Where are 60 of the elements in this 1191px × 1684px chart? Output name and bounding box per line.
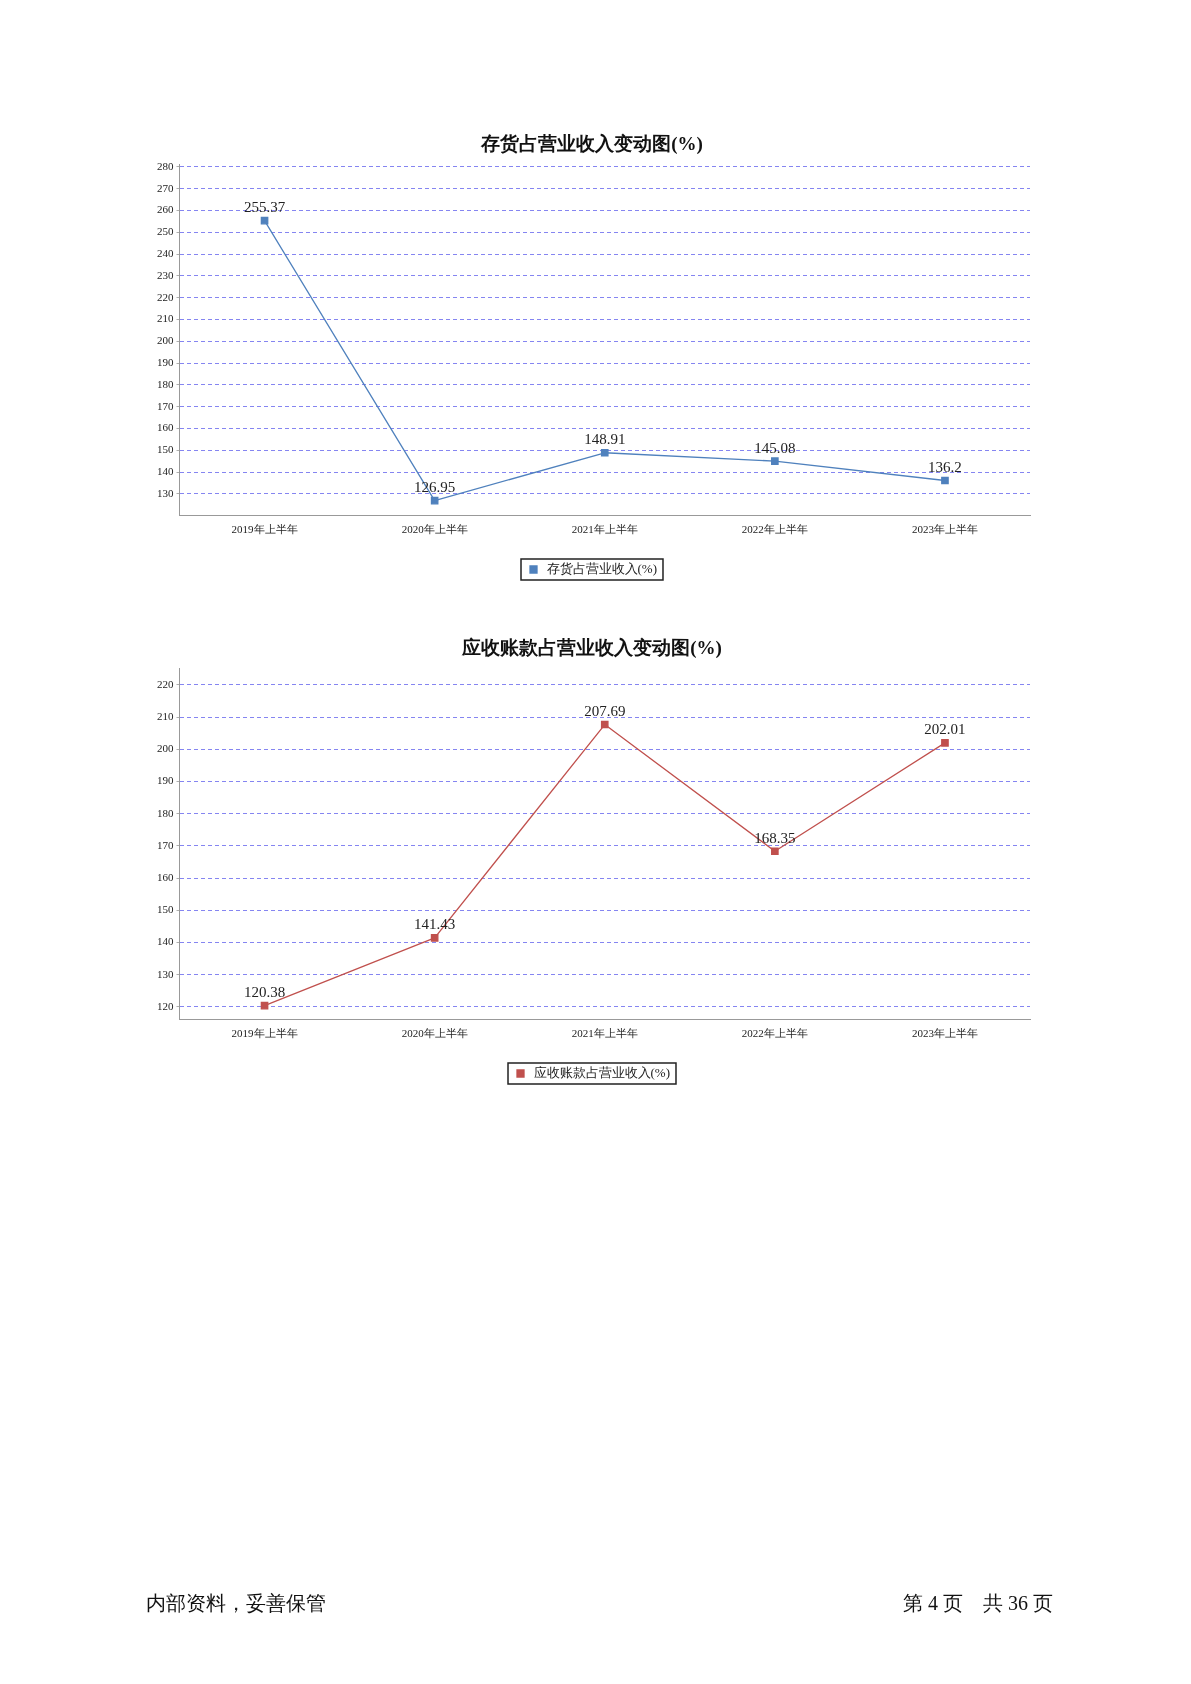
chart-title: 应收账款占营业收入变动图(%) [461,637,722,660]
y-tick-label: 210 [157,312,174,325]
y-tick-label: 250 [157,225,174,238]
y-tick-label: 210 [157,709,174,722]
data-label: 120.38 [243,984,286,1001]
y-tick-label: 220 [157,290,174,303]
y-tick-label: 150 [157,903,174,916]
x-tick-label: 2023年上半年 [911,523,978,536]
data-label: 255.37 [243,199,286,216]
point [941,739,949,747]
x-tick-label: 2020年上半年 [401,1027,468,1040]
chart-title: 存货占营业收入变动图(%) [480,133,703,156]
x-tick-label: 2019年上半年 [231,1027,298,1040]
point [260,216,269,225]
y-tick-label: 130 [157,967,174,980]
point [771,847,779,856]
point [260,1001,269,1010]
y-tick-label: 160 [157,871,174,883]
data-label: 148.91 [584,431,626,448]
y-tick-label: 140 [157,465,174,478]
data-label: 207.69 [584,702,626,719]
point [430,934,439,942]
x-tick-label: 2021年上半年 [571,523,638,536]
point [600,720,609,729]
legend-label: 应收账款占营业收入(%) [533,1064,671,1080]
data-label: 168.35 [754,829,796,846]
x-tick-label: 2023年上半年 [911,1027,978,1040]
text: 第 4 页 共 36 页 [903,1591,1053,1616]
legend-label: 存货占营业收入(%) [546,560,658,576]
data-label: 202.01 [924,721,966,738]
point [941,476,949,485]
y-tick-label: 200 [157,334,174,347]
y-tick-label: 130 [157,486,174,499]
y-tick-label: 230 [157,268,174,281]
x-tick-label: 2022年上半年 [741,1027,808,1040]
y-tick-label: 160 [157,421,174,434]
y-tick-label: 140 [157,935,174,948]
y-tick-label: 240 [157,247,174,260]
x-tick-label: 2020年上半年 [401,523,468,536]
data-label: 145.08 [754,439,796,456]
y-tick-label: 200 [157,742,174,755]
y-tick-label: 270 [157,181,174,194]
y-tick-label: 280 [157,159,174,172]
y-tick-label: 170 [157,399,174,412]
y-tick-label: 120 [157,999,174,1012]
text: 内部资料，妥善保管 [146,1591,326,1616]
x-tick-label: 2021年上半年 [571,1027,638,1040]
data-label: 136.2 [928,458,962,475]
y-tick-label: 170 [157,838,174,851]
y-tick-label: 180 [157,806,174,819]
point [600,448,609,457]
x-tick-label: 2022年上半年 [741,523,808,536]
y-tick-label: 190 [157,774,174,787]
x-tick-label: 2019年上半年 [231,523,298,536]
y-tick-label: 260 [157,203,174,216]
y-tick-label: 150 [157,443,174,456]
y-tick-label: 180 [157,377,174,390]
y-tick-label: 190 [157,356,174,369]
point [771,457,779,465]
y-tick-label: 220 [157,677,174,690]
